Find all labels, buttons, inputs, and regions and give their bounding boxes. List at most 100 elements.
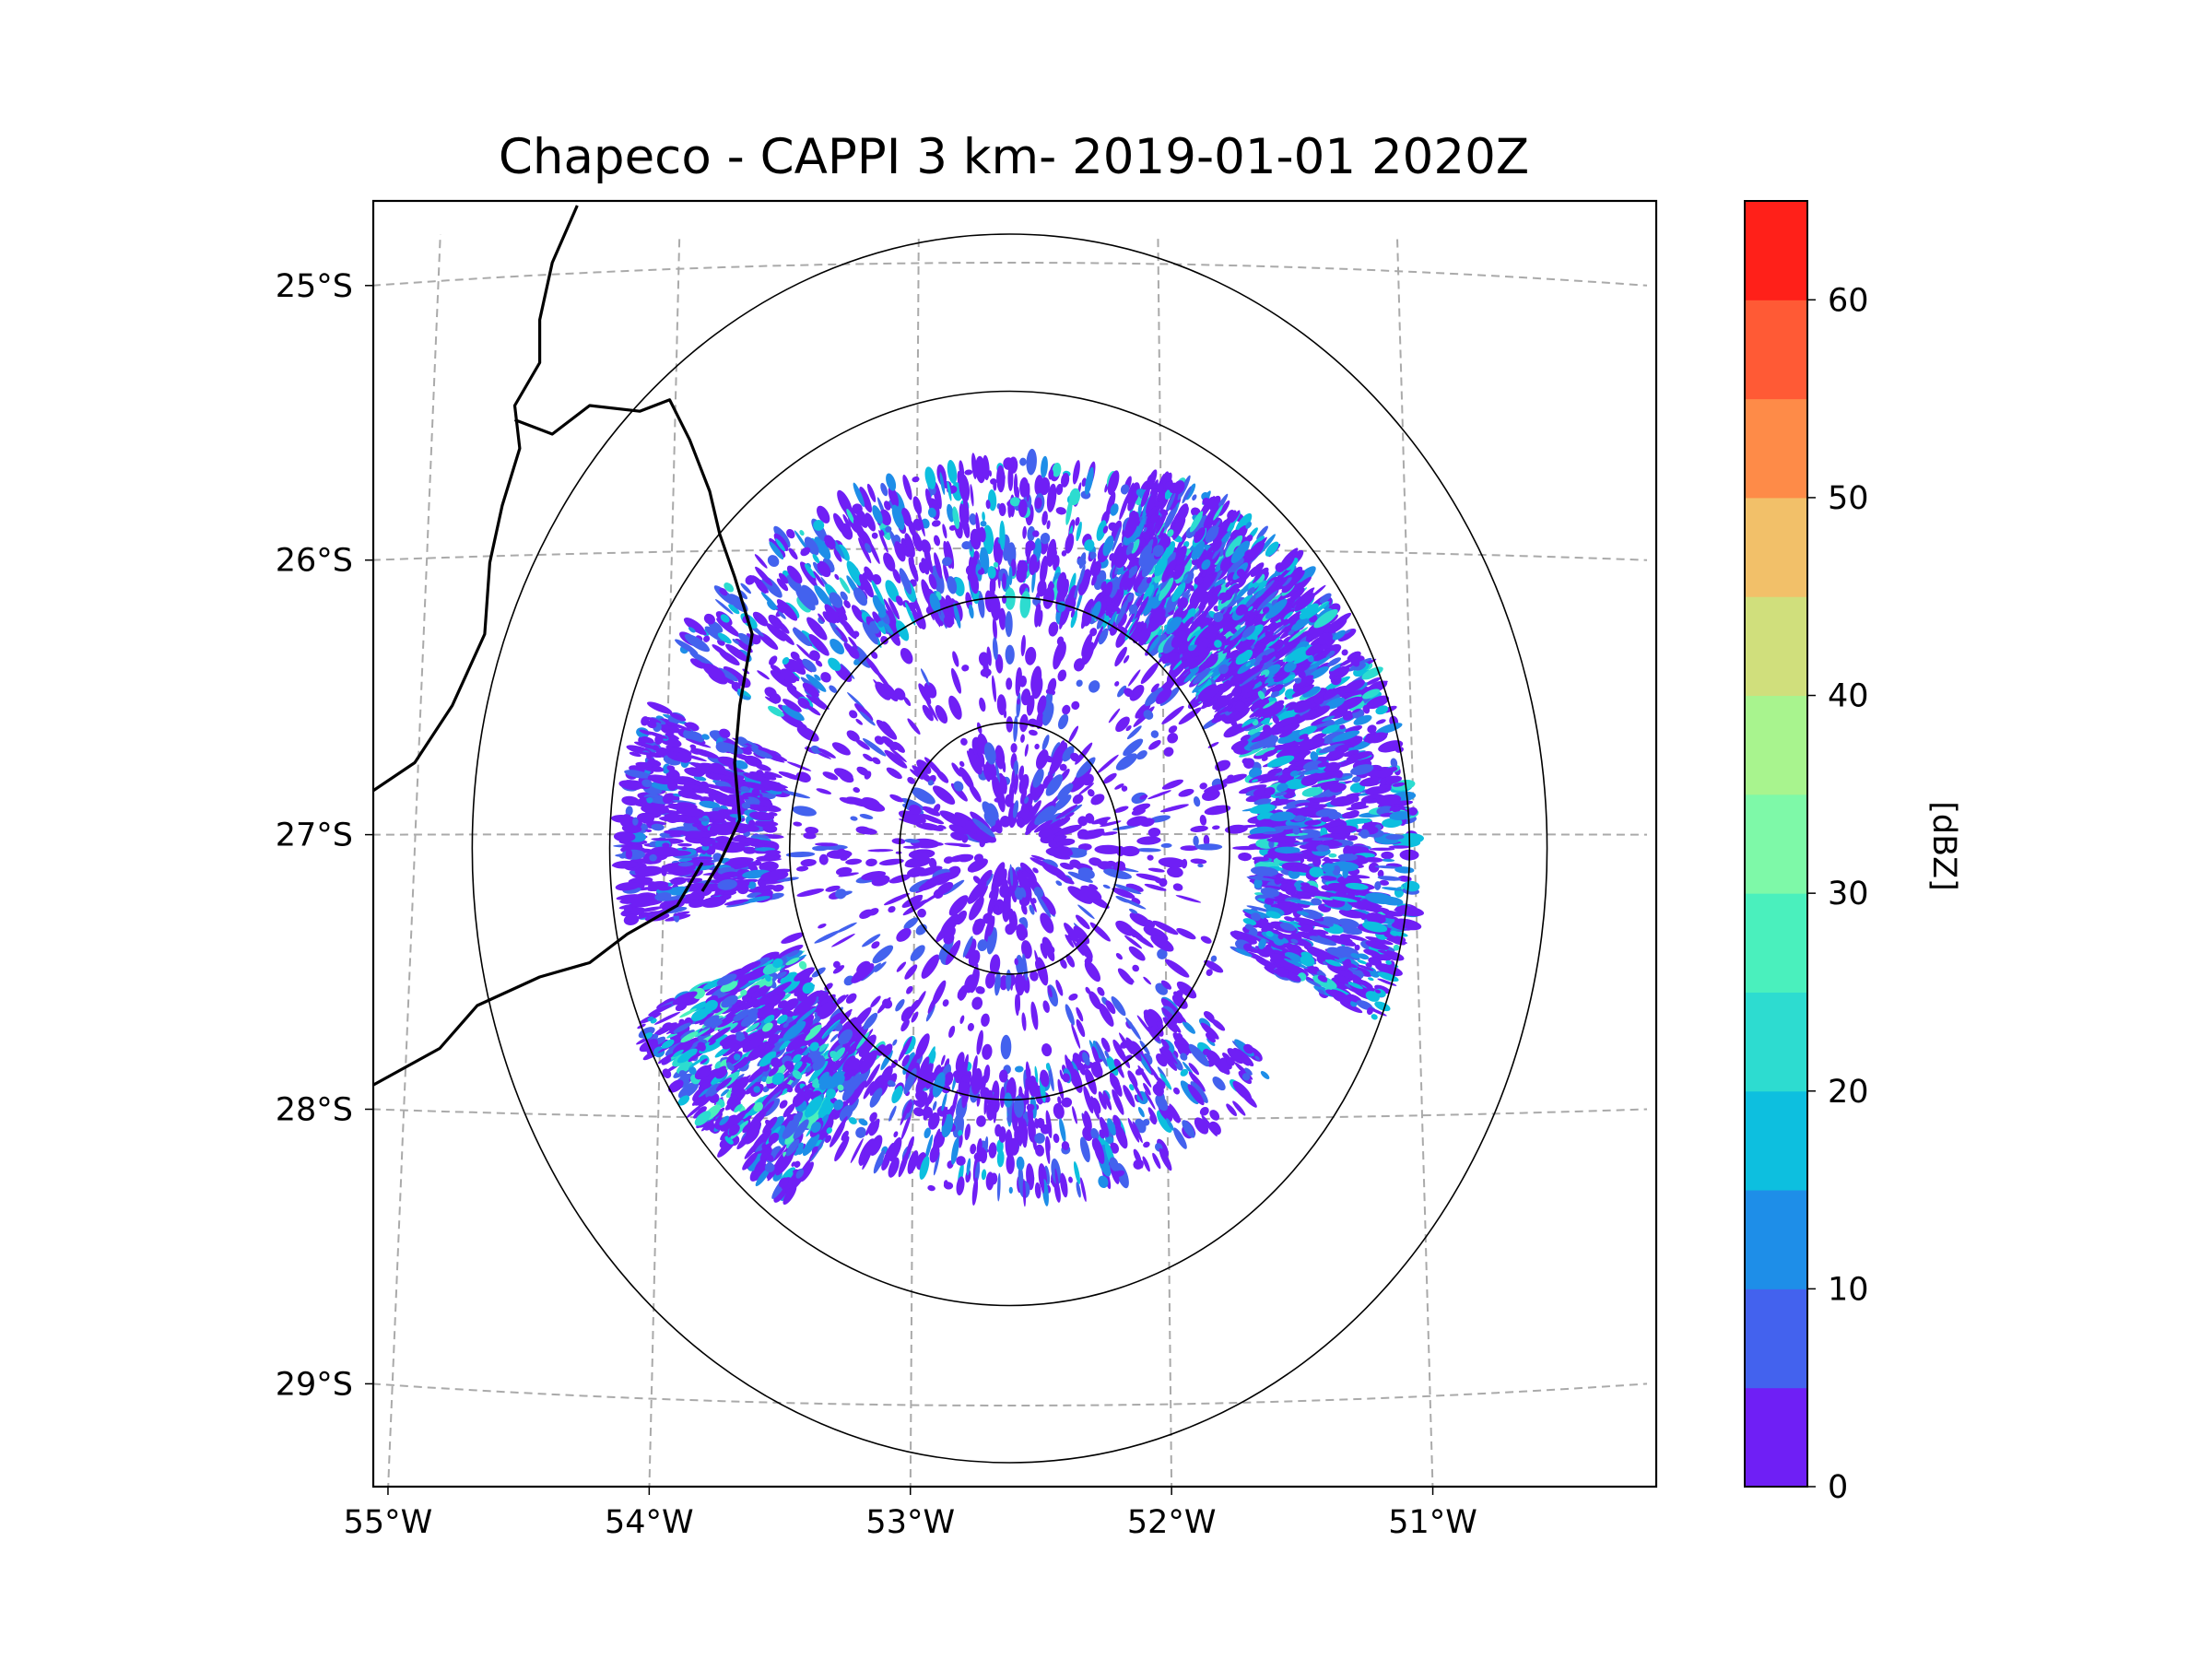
echo-cell	[1112, 526, 1122, 552]
echo-cell	[971, 1177, 979, 1206]
echo-cell	[960, 487, 968, 496]
echo-cell	[760, 780, 786, 792]
echo-cell	[887, 1080, 896, 1088]
echo-cell	[736, 736, 748, 745]
echo-cell	[1170, 617, 1182, 632]
echo-cell	[744, 997, 764, 1010]
echo-cell	[751, 1129, 772, 1153]
echo-cell	[1222, 639, 1240, 654]
echo-cell	[850, 1137, 864, 1164]
echo-cell	[1385, 834, 1405, 841]
echo-cell	[898, 1036, 912, 1062]
echo-cell	[635, 906, 664, 913]
echo-cell	[1244, 924, 1254, 931]
echo-cell	[1034, 1144, 1045, 1157]
echo-cell	[933, 1065, 942, 1081]
echo-cell	[694, 1027, 711, 1038]
echo-cell	[677, 1061, 693, 1074]
echo-cell	[1201, 572, 1218, 594]
echo-cell	[1271, 684, 1284, 693]
echo-cell	[1084, 1111, 1092, 1131]
echo-cell	[805, 1096, 823, 1118]
echo-cell	[1374, 865, 1400, 869]
echo-cell	[817, 505, 830, 524]
echo-cell	[869, 1075, 883, 1096]
echo-cell	[724, 582, 735, 593]
echo-cell	[1230, 625, 1247, 641]
echo-cell	[841, 1081, 857, 1101]
echo-cell	[1374, 1001, 1391, 1012]
echo-cell	[669, 712, 687, 722]
echo-cell	[624, 770, 652, 779]
echo-cell	[688, 1053, 700, 1063]
echo-cell	[814, 1015, 820, 1021]
echo-cell	[991, 675, 997, 702]
echo-cell	[700, 1117, 716, 1132]
echo-cell	[816, 1119, 834, 1144]
echo-cell	[1034, 1118, 1040, 1129]
echo-cell	[858, 537, 872, 564]
echo-cell	[715, 599, 734, 615]
echo-cell	[845, 993, 857, 1004]
echo-cell	[917, 1062, 926, 1082]
echo-cell	[900, 537, 912, 558]
echo-cell	[1138, 629, 1152, 646]
echo-cell	[654, 734, 664, 746]
echo-cell	[676, 806, 705, 818]
echo-cell	[846, 560, 864, 587]
echo-cell	[1117, 632, 1124, 644]
echo-cell	[1107, 470, 1120, 496]
echo-cell	[809, 1041, 819, 1052]
echo-cell	[1379, 879, 1390, 886]
echo-cell	[1357, 964, 1374, 971]
echo-cell	[1274, 670, 1290, 683]
echo-cell	[1299, 725, 1317, 736]
echo-cell	[782, 1088, 788, 1094]
echo-cell	[1366, 1006, 1374, 1015]
echo-cell	[877, 609, 887, 618]
echo-cell	[677, 1095, 690, 1106]
echo-cell	[755, 763, 771, 771]
echo-cell	[830, 1033, 839, 1042]
echo-cell	[1173, 991, 1183, 1001]
echo-cell	[703, 613, 715, 625]
echo-cell	[856, 508, 868, 528]
echo-cell	[802, 658, 817, 673]
echo-cell	[1177, 597, 1189, 609]
echo-cell	[1182, 1020, 1195, 1034]
echo-cell	[742, 1151, 759, 1171]
echo-cell	[639, 762, 653, 768]
echo-cell	[871, 532, 878, 539]
echo-cell	[720, 1114, 737, 1132]
echo-cell	[1243, 1043, 1254, 1054]
echo-cell	[894, 541, 906, 562]
echo-cell	[661, 1057, 672, 1065]
echo-cell	[818, 613, 826, 622]
echo-cell	[1346, 751, 1372, 761]
gridline-lat	[373, 1382, 1648, 1406]
echo-cell	[1073, 1160, 1081, 1185]
echo-cell	[1191, 542, 1205, 560]
echo-cell	[612, 860, 639, 869]
echo-cell	[904, 533, 915, 558]
echo-cell	[1313, 608, 1338, 629]
echo-cell	[855, 718, 864, 725]
echo-cell	[1303, 966, 1318, 975]
echo-cell	[839, 577, 851, 594]
echo-cell	[1292, 917, 1322, 927]
echo-cell	[1322, 731, 1346, 745]
echo-cell	[920, 539, 931, 554]
echo-cell	[1305, 634, 1314, 642]
echo-cell	[1302, 760, 1323, 771]
echo-cell	[1163, 505, 1177, 530]
echo-cell	[641, 911, 662, 916]
echo-cell	[1155, 480, 1168, 506]
echo-cell	[865, 1120, 875, 1136]
echo-cell	[1337, 853, 1358, 862]
echo-cell	[1254, 642, 1265, 653]
echo-cell	[1188, 1043, 1210, 1067]
echo-cell	[898, 1151, 909, 1178]
echo-cell	[1342, 775, 1353, 780]
echo-cell	[834, 1135, 850, 1162]
echo-cell	[927, 1184, 935, 1192]
